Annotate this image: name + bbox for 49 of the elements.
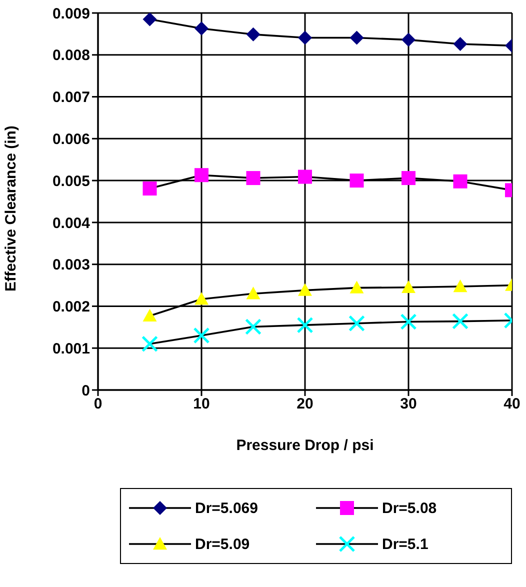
y-tick-label: 0.001: [52, 340, 90, 358]
y-tick-label: 0.009: [52, 5, 90, 22]
point: [452, 313, 468, 330]
y-tick-label: 0.006: [52, 130, 90, 148]
point: [350, 280, 364, 294]
point: [350, 174, 364, 188]
point: [142, 336, 158, 352]
point: [142, 13, 157, 26]
point: [453, 174, 468, 188]
x-tick-label: 20: [296, 396, 314, 413]
point: [350, 30, 364, 45]
point: [194, 22, 208, 36]
point: [193, 327, 210, 344]
y-tick-label: 0.007: [52, 89, 90, 106]
x-tick-label: 0: [94, 396, 102, 413]
x-tick-label: 30: [400, 396, 417, 413]
point: [348, 315, 365, 332]
point: [298, 170, 312, 184]
point: [298, 30, 312, 45]
point: [142, 182, 157, 196]
y-tick-label: 0.005: [52, 172, 90, 190]
point: [298, 283, 312, 296]
point: [245, 318, 262, 335]
point: [142, 308, 157, 322]
point: [453, 280, 468, 292]
point: [453, 37, 468, 51]
point: [400, 313, 417, 330]
y-tick-label: 0.002: [52, 298, 90, 316]
point: [194, 292, 208, 305]
legend-label: Dr=5.09: [195, 536, 250, 552]
y-tick-label: 0: [82, 382, 90, 400]
point: [246, 286, 260, 300]
point: [402, 32, 416, 47]
legend-label: Dr=5.08: [382, 500, 437, 516]
y-axis-title: Effective Clearance (in): [2, 126, 20, 292]
point: [402, 171, 416, 186]
legend-label: Dr=5.069: [195, 500, 258, 516]
point: [246, 171, 260, 186]
y-tick-label: 0.003: [52, 256, 90, 274]
point: [194, 168, 208, 182]
x-tick-label: 40: [504, 396, 520, 413]
point: [402, 280, 416, 293]
x-tick-label: 10: [193, 396, 210, 413]
y-tick-label: 0.008: [52, 47, 90, 64]
x-axis-title: Pressure Drop / psi: [236, 437, 374, 454]
y-tick-label: 0.004: [52, 214, 91, 232]
point: [246, 27, 260, 42]
point: [296, 316, 314, 334]
legend-label: Dr=5.1: [382, 536, 428, 552]
